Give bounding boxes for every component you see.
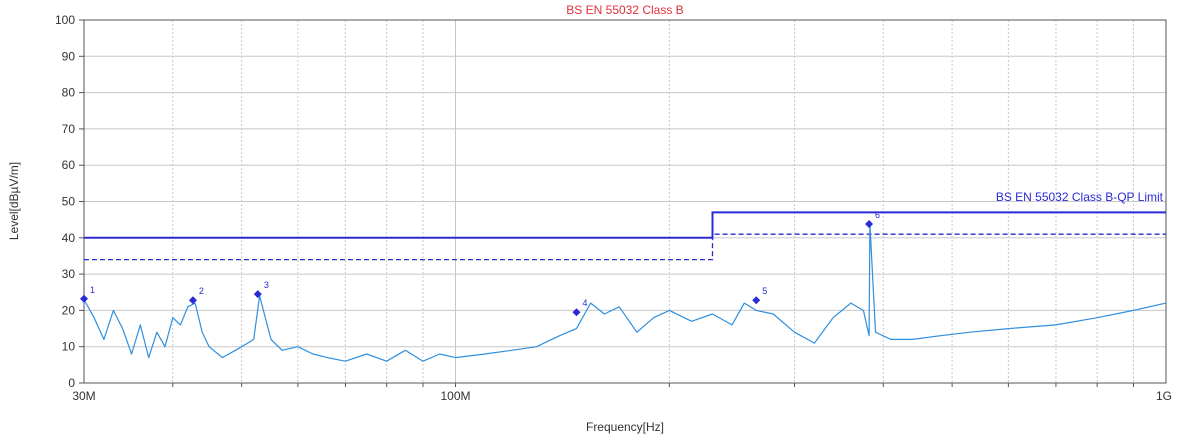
peak-marker [572,308,581,317]
peak-marker [80,294,88,303]
y-tick-label: 10 [62,340,76,354]
series-layer [83,211,1167,362]
x-tick-label: 30M [72,389,95,403]
x-axis-ticks: 30M 100M 1G [72,383,1172,403]
y-tick-label: 100 [55,13,75,27]
qp-limit-line [84,211,1166,239]
peak-marker-label: 2 [199,286,204,296]
x-tick-label: 100M [440,389,470,403]
peak-marker [188,296,197,305]
grid [84,20,1166,383]
y-tick-label: 60 [62,158,76,172]
av-limit-line [84,233,1166,261]
y-tick-label: 30 [62,267,76,281]
y-tick-label: 70 [62,122,76,136]
limit-legend-label: BS EN 55032 Class B-QP Limit [996,190,1164,204]
peak-marker-label: 4 [582,298,587,308]
x-axis-label: Frequency[Hz] [586,420,664,434]
peak-marker-label: 3 [264,280,269,290]
y-tick-label: 90 [62,49,76,63]
y-tick-label: 20 [62,303,76,317]
marker-layer: 1 2 3 4 5 6 [80,210,880,317]
peak-marker-label: 5 [762,286,767,296]
y-tick-label: 50 [62,195,76,209]
y-tick-label: 80 [62,86,76,100]
peak-marker [253,290,262,299]
chart-title: BS EN 55032 Class B [566,3,683,17]
peak-marker-label: 1 [90,285,95,295]
y-axis-label: Level[dBµV/m] [7,162,21,240]
x-tick-label: 1G [1156,389,1172,403]
peak-marker [865,220,874,229]
y-tick-label: 0 [68,376,75,390]
measured-trace [83,222,1167,362]
peak-marker-label: 6 [875,210,880,220]
y-tick-label: 40 [62,231,76,245]
peak-marker [752,296,761,305]
y-axis-ticks: 0 10 20 30 40 50 60 70 80 90 100 [55,13,84,390]
